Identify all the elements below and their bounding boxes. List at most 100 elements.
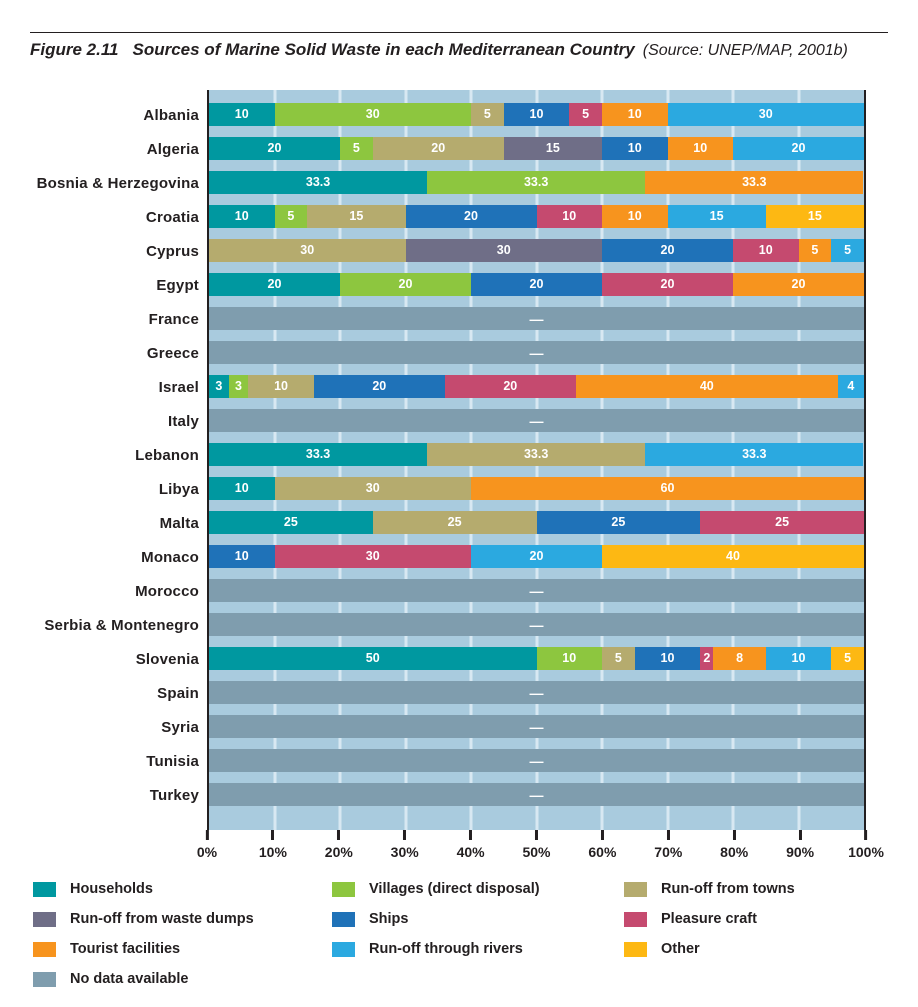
country-row: Lebanon 33.3 33.3 33.3 [135,438,864,472]
segment-value: 5 [582,107,590,122]
segment-value: 10 [234,107,249,122]
segment-value: 8 [736,651,744,666]
segment-value: 10 [791,651,806,666]
segment-value: 33.3 [523,175,549,190]
tick-mark [403,830,407,840]
country-row: Albania 10 30 5 10 5 10 30 [143,98,864,132]
segment-value: 33.3 [305,447,331,462]
stacked-bar: 20 20 20 20 20 [209,273,864,296]
legend-swatch-pleasure [624,911,647,927]
segment-value: 10 [562,209,577,224]
segment-villages: 5 [340,137,373,160]
segment-ships: 20 [405,205,537,228]
country-row: Cyprus 30 30 20 10 5 5 [146,234,864,268]
segment-value: 40 [726,549,740,564]
segment-value: 20 [791,141,806,156]
segment-value: 60 [660,481,675,496]
segment-dumps: 15 [503,137,602,160]
country-label: Malta [159,514,199,532]
legend-swatch-other [624,941,647,957]
legend-swatch-tourist [33,941,56,957]
x-axis: 0% 10% 20% 30% 40% 50% 60% 70% 80% 90% 100% [197,830,884,874]
segment-households: 10 [209,103,275,126]
tick-mark [600,830,604,840]
tick-label: 50% [522,844,551,860]
country-row: Italy — [168,404,864,438]
tick-mark [732,830,736,840]
no-data-dash: — [529,310,544,327]
segment-value: 10 [758,243,773,258]
segment-households: 10 [209,205,275,228]
stacked-bar: 10 30 5 10 5 10 30 [209,103,864,126]
legend-label: Run-off from waste dumps [70,911,254,927]
segment-value: 30 [300,243,315,258]
country-row: Monaco 10 30 20 40 [141,540,864,574]
segment-tourist: 10 [602,205,668,228]
segment-rivers: 4 [837,375,864,398]
segment-ships: 20 [602,239,733,262]
segment-value: 15 [709,209,724,224]
legend-item-other: Other [624,941,893,957]
country-label: Libya [158,480,199,498]
segment-towns: 5 [602,647,635,670]
segment-value: 5 [483,107,491,122]
tick-label: 20% [324,844,353,860]
tick-mark [469,830,473,840]
segment-households: 20 [209,273,340,296]
no-data-dash: — [529,684,544,701]
country-row: Tunisia — [146,744,864,778]
segment-value: 20 [267,141,282,156]
segment-value: 2 [703,651,711,666]
segment-tourist: 5 [798,239,832,262]
legend-label: Pleasure craft [661,911,757,927]
legend-item-rivers: Run-off through rivers [332,941,624,957]
segment-value: 15 [349,209,364,224]
legend-label: Households [70,881,153,897]
segment-value: 20 [431,141,446,156]
stacked-bar: 10 5 15 20 10 10 15 15 [209,205,864,228]
axis-tick: 0% [197,830,217,860]
stacked-bar: 10 30 60 [209,477,864,500]
legend-item-no_data: No data available [33,971,332,987]
tick-label: 70% [654,844,683,860]
figure-source: (Source: UNEP/MAP, 2001b) [642,42,848,59]
country-row: Slovenia 50 10 5 10 2 8 10 5 [136,642,864,676]
legend-label: Other [661,941,700,957]
segment-rivers: 30 [667,103,864,126]
no-data-bar: — [209,307,864,330]
segment-pleasure: 20 [602,273,733,296]
country-label: Croatia [145,208,199,226]
segment-value: 20 [464,209,478,224]
tick-mark [205,830,209,840]
segment-value: 10 [234,209,249,224]
legend-label: Ships [369,911,409,927]
legend-item-dumps: Run-off from waste dumps [33,911,332,927]
segment-pleasure: 10 [733,239,799,262]
segment-villages: 10 [536,647,602,670]
tick-label: 40% [456,844,485,860]
segment-tourist: 40 [575,375,838,398]
tick-label: 10% [258,844,287,860]
tick-label: 90% [786,844,815,860]
legend-label: Run-off from towns [661,881,795,897]
segment-ships: 25 [536,511,701,534]
axis-tick: 100% [848,830,884,860]
segment-pleasure: 30 [274,545,471,568]
legend-label: Run-off through rivers [369,941,523,957]
no-data-dash: — [529,786,544,803]
segment-value: 10 [627,141,642,156]
segment-value: 3 [234,379,242,394]
country-label: Italy [167,412,199,430]
no-data-dash: — [529,412,544,429]
segment-value: 5 [352,141,360,156]
segment-value: 10 [660,651,675,666]
tick-mark [337,830,341,840]
country-row: Algeria 20 5 20 15 10 10 20 [147,132,864,166]
segment-value: 33.3 [742,447,767,462]
no-data-bar: — [209,783,864,806]
segment-value: 15 [545,141,560,156]
stacked-bar: 30 30 20 10 5 5 [209,239,864,262]
segment-ships: 20 [313,375,445,398]
country-row: Spain — [157,676,864,710]
segment-pleasure: 20 [444,375,576,398]
